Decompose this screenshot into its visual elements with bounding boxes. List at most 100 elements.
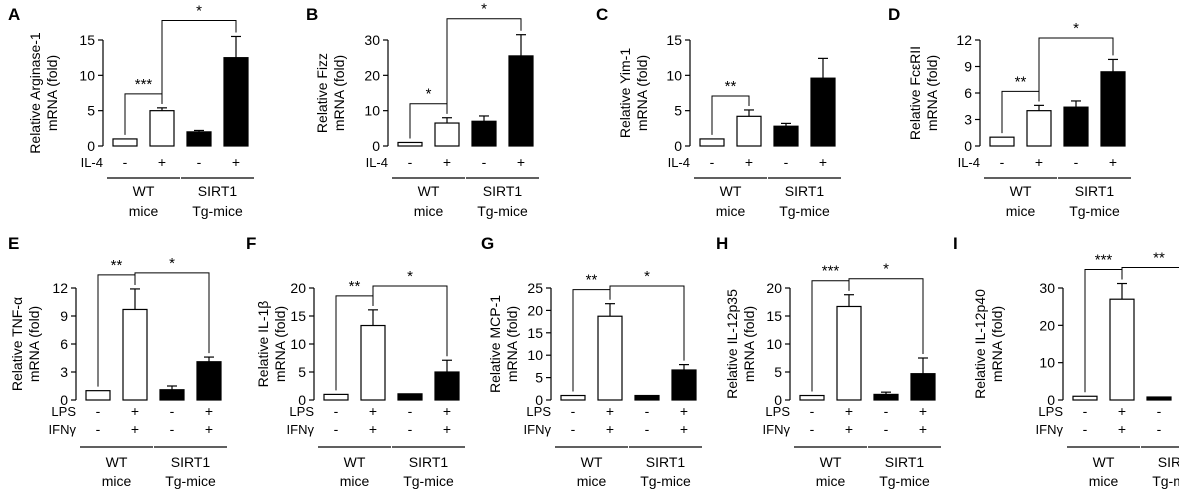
- bar: [1026, 110, 1052, 147]
- y-axis-label-line: Relative MCP-1: [487, 295, 503, 393]
- treatment-sign: -: [408, 421, 413, 437]
- y-axis-label: Relative FcεRII mRNA (fold): [907, 46, 940, 140]
- y-axis-label: Relative MCP-1 mRNA (fold): [487, 295, 520, 393]
- significance-label: *: [196, 2, 202, 19]
- significance-label: *: [169, 255, 175, 272]
- group-label: SIRT1: [1075, 183, 1115, 199]
- y-tick-label: 20: [766, 280, 782, 296]
- bar: [873, 393, 899, 401]
- treatment-label: IFNγ: [763, 422, 791, 437]
- y-axis-label: Relative TNF-α mRNA (fold): [9, 297, 42, 391]
- bar: [910, 373, 936, 401]
- panel-letter: C: [596, 5, 608, 24]
- y-axis-label-line: Relative IL-12p40: [972, 289, 988, 399]
- group-label: WT: [720, 183, 742, 199]
- y-tick-label: 5: [674, 103, 682, 119]
- y-tick-label: 3: [964, 112, 972, 128]
- y-tick-label: 20: [1039, 317, 1055, 333]
- significance-bracket: [848, 278, 924, 354]
- y-tick-label: 15: [666, 32, 682, 48]
- treatment-label: IL-4: [958, 155, 980, 170]
- panel-letter: G: [481, 234, 494, 253]
- y-axis-label: Relative Fizz mRNA (fold): [314, 53, 347, 133]
- treatment-sign: +: [369, 421, 377, 437]
- treatment-label: LPS: [51, 404, 76, 419]
- group-label: SIRT1: [785, 183, 825, 199]
- group-label: WT: [581, 454, 603, 470]
- treatment-sign: -: [645, 421, 650, 437]
- significance-bracket: [609, 285, 685, 361]
- treatment-sign: +: [205, 403, 213, 419]
- treatment-sign: +: [131, 421, 139, 437]
- group-label: mice: [577, 473, 607, 489]
- y-tick-label: 10: [79, 67, 95, 83]
- y-tick-label: 0: [87, 138, 95, 154]
- significance-label: *: [1073, 20, 1079, 37]
- y-tick-label: 10: [766, 336, 782, 352]
- y-tick-label: 0: [964, 138, 972, 154]
- bar: [471, 120, 497, 147]
- bar: [799, 394, 825, 401]
- significance-label: **: [1153, 250, 1165, 267]
- y-axis-label-line: Relative IL-1β: [255, 301, 271, 388]
- significance-label: **: [349, 278, 361, 295]
- y-tick-label: 12: [956, 32, 972, 48]
- group-label: SIRT1: [646, 454, 686, 470]
- y-tick-label: 0: [674, 138, 682, 154]
- treatment-sign: +: [819, 154, 827, 170]
- bar: [323, 393, 349, 401]
- bar: [223, 57, 249, 147]
- treatment-sign: -: [571, 403, 576, 419]
- y-axis-label: Relative IL-1β mRNA (fold): [255, 301, 288, 388]
- treatment-sign: +: [606, 421, 614, 437]
- treatment-label: LPS: [1038, 404, 1063, 419]
- bar: [186, 131, 212, 147]
- significance-label: ***: [822, 263, 840, 280]
- bar: [1100, 71, 1126, 147]
- treatment-sign: -: [1157, 403, 1162, 419]
- group-label: WT: [418, 183, 440, 199]
- bar: [560, 394, 586, 401]
- treatment-sign: +: [680, 421, 688, 437]
- treatment-sign: +: [443, 154, 451, 170]
- significance-label: *: [883, 261, 889, 278]
- group-label: Tg-mice: [879, 473, 930, 489]
- treatment-label: IL-4: [366, 155, 388, 170]
- treatment-label: IFNγ: [49, 422, 77, 437]
- treatment-sign: -: [884, 421, 889, 437]
- y-tick-label: 6: [60, 336, 68, 352]
- significance-bracket: [134, 272, 210, 354]
- y-axis-label-line: mRNA (fold): [989, 306, 1005, 382]
- treatment-sign: -: [810, 421, 815, 437]
- treatment-sign: -: [408, 154, 413, 170]
- group-label: mice: [1006, 203, 1036, 219]
- y-tick-label: 0: [60, 392, 68, 408]
- group-label: mice: [102, 473, 132, 489]
- bar: [810, 77, 836, 147]
- y-axis-label-line: mRNA (fold): [26, 306, 42, 382]
- y-tick-label: 0: [774, 392, 782, 408]
- significance-bracket: [161, 19, 237, 104]
- y-tick-label: 10: [290, 336, 306, 352]
- group-label: mice: [340, 473, 370, 489]
- treatment-sign: -: [123, 154, 128, 170]
- treatment-sign: +: [1109, 154, 1117, 170]
- panel-letter: E: [8, 234, 19, 253]
- y-tick-label: 10: [527, 347, 543, 363]
- panel-b: B 0 10 20 30 Relative Fizz mRNA (fold) * * IL-4 - +…: [306, 1, 539, 219]
- y-tick-label: 25: [527, 280, 543, 296]
- y-tick-label: 0: [298, 392, 306, 408]
- treatment-sign: -: [334, 403, 339, 419]
- y-tick-label: 20: [290, 280, 306, 296]
- y-tick-label: 30: [364, 32, 380, 48]
- y-axis-label-line: mRNA (fold): [504, 306, 520, 382]
- treatment-sign: -: [1083, 403, 1088, 419]
- y-tick-label: 0: [535, 392, 543, 408]
- treatment-label: IFNγ: [287, 422, 315, 437]
- group-label: mice: [1089, 473, 1119, 489]
- treatment-label: LPS: [526, 404, 551, 419]
- treatment-sign: +: [1035, 154, 1043, 170]
- panel-letter: I: [953, 234, 958, 253]
